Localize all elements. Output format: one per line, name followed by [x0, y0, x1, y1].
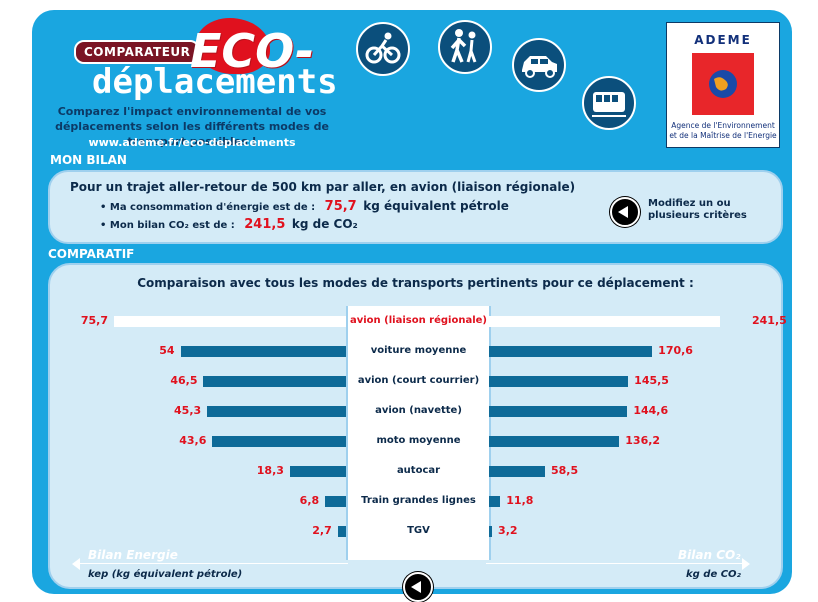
co2-bar — [489, 436, 620, 447]
pedestrian-icon[interactable] — [438, 20, 492, 74]
co2-value-label: 58,5 — [550, 464, 579, 477]
left-axis-title: Bilan Energie — [88, 548, 178, 562]
tagline: Comparez l'impact environnemental de vos… — [55, 105, 329, 148]
right-axis-title: Bilan CO₂ — [678, 548, 741, 562]
mode-label: avion (liaison régionale) — [349, 315, 487, 326]
co2-unit: kg de CO₂ — [291, 217, 358, 231]
co2-value-label: 145,5 — [634, 374, 669, 387]
co2-bar — [489, 496, 501, 507]
energy-label: • Ma consommation d'énergie est de : — [100, 202, 316, 213]
energy-bar — [180, 346, 346, 357]
bicycle-icon[interactable] — [356, 22, 410, 76]
right-axis-line — [486, 563, 744, 564]
mode-label: avion (navette) — [375, 405, 462, 416]
energy-value-label: 18,3 — [256, 464, 284, 477]
ademe-subtitle: Agence de l'Environnement et de la Maîtr… — [669, 121, 777, 140]
co2-value-label: 144,6 — [633, 404, 669, 417]
energy-bar — [289, 466, 346, 477]
co2-bar — [489, 526, 493, 537]
energy-bar — [325, 496, 346, 507]
mode-label: autocar — [396, 465, 441, 476]
energy-value-label: 45,3 — [174, 404, 202, 417]
trip-description: Pour un trajet aller-retour de 500 km pa… — [70, 180, 576, 194]
co2-value-label: 11,8 — [506, 494, 534, 507]
co2-value-label: 241,5 — [752, 314, 787, 327]
energy-bar — [207, 406, 346, 417]
comparatif-heading: COMPARATIF — [48, 247, 135, 261]
energy-value: 75,7 — [324, 199, 357, 214]
co2-bar — [489, 466, 545, 477]
left-axis-line — [80, 563, 348, 564]
mon-bilan-heading: MON BILAN — [50, 153, 127, 167]
mode-label: voiture moyenne — [370, 345, 467, 356]
modify-criteria-button[interactable] — [610, 197, 640, 227]
co2-line: • Mon bilan CO₂ est de : 241,5 kg de CO₂ — [100, 217, 358, 232]
comparateur-badge: COMPARATEUR — [74, 40, 201, 64]
modify-criteria-label[interactable]: Modifiez un ou plusieurs critères — [648, 198, 747, 221]
energy-line: • Ma consommation d'énergie est de : 75,… — [100, 199, 509, 214]
comparatif-title: Comparaison avec tous les modes de trans… — [137, 276, 694, 290]
mode-labels-column — [346, 306, 491, 560]
energy-value-label: 75,7 — [80, 314, 108, 327]
energy-value-label: 46,5 — [170, 374, 198, 387]
co2-bar — [489, 406, 628, 417]
energy-bar — [337, 526, 346, 537]
energy-value-label: 6,8 — [299, 494, 320, 507]
co2-value-label: 3,2 — [498, 524, 518, 537]
site-url[interactable]: www.ademe.fr/eco-deplacements — [88, 136, 296, 149]
co2-bar — [489, 376, 629, 387]
bilan-panel — [48, 170, 783, 244]
mode-label: Train grandes lignes — [361, 495, 476, 506]
energy-bar — [212, 436, 346, 447]
mode-label: TGV — [407, 525, 430, 536]
eco-logo-blob — [196, 18, 270, 74]
co2-value-label: 170,6 — [658, 344, 693, 357]
ademe-title: ADEME — [694, 33, 752, 47]
co2-value: 241,5 — [244, 217, 286, 232]
energy-bar — [203, 376, 346, 387]
right-axis-unit: kg de CO₂ — [686, 569, 741, 580]
energy-unit: kg équivalent pétrole — [363, 199, 509, 213]
ademe-logo[interactable]: ADEME Agence de l'Environnement et de la… — [666, 22, 780, 148]
co2-bar — [489, 346, 653, 357]
train-icon[interactable] — [582, 76, 636, 130]
energy-value-label: 43,6 — [179, 434, 207, 447]
app-title: déplacements — [92, 62, 338, 102]
co2-label: • Mon bilan CO₂ est de : — [100, 220, 235, 231]
energy-value-label: 2,7 — [312, 524, 332, 537]
car-icon[interactable] — [512, 38, 566, 92]
right-arrow-icon — [742, 558, 750, 570]
left-axis-unit: kep (kg équivalent pétrole) — [88, 569, 243, 580]
energy-bar — [114, 316, 346, 327]
co2-value-label: 136,2 — [625, 434, 661, 447]
mode-label: moto moyenne — [376, 435, 461, 446]
ademe-globe-icon — [692, 53, 754, 115]
back-button[interactable] — [403, 572, 433, 602]
left-arrow-icon — [72, 558, 80, 570]
eco-logo-text: ECO- — [190, 24, 315, 78]
energy-value-label: 54 — [159, 344, 175, 357]
co2-bar — [489, 316, 720, 327]
mode-label: avion (court courrier) — [357, 375, 480, 386]
